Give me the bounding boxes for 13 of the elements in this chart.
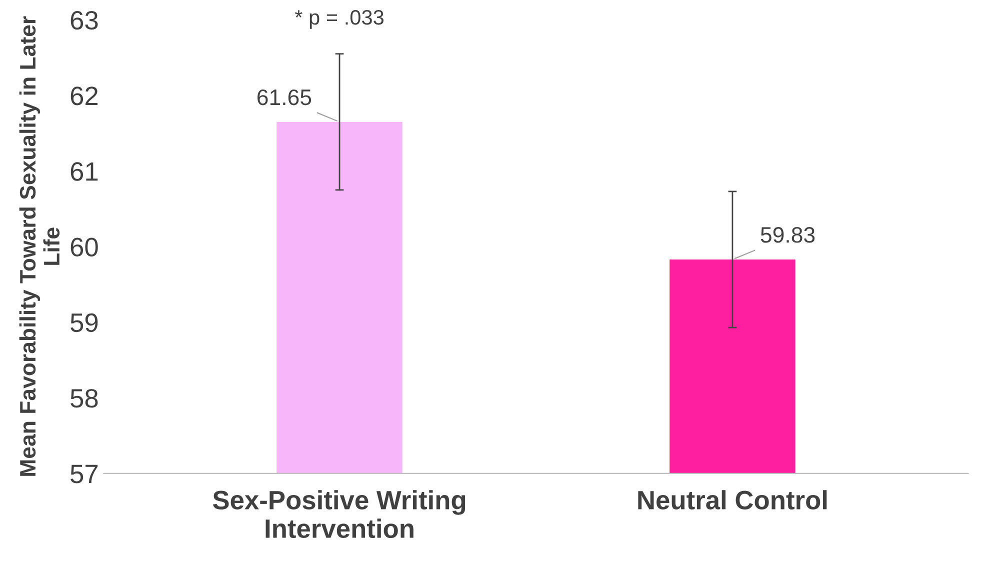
data-label: 61.65 [258, 89, 312, 106]
annotation: * p = .033 [294, 10, 384, 29]
y-tick-label: 59 [70, 313, 98, 332]
y-tick-label: 62 [70, 86, 98, 106]
x-tick-label: Sex-Positive Writing Intervention [212, 490, 466, 538]
y-tick-label: 61 [70, 162, 98, 181]
y-tick-label: 63 [70, 10, 98, 30]
y-tick-label: 58 [70, 388, 98, 408]
x-tick-label: Neutral Control [638, 490, 827, 510]
y-tick-label: 60 [70, 238, 98, 256]
y-axis-title: Mean Favorability Toward Sexuality in Later Life [19, 16, 60, 476]
y-tick-label: 57 [70, 464, 98, 484]
data-label: 59.83 [760, 227, 815, 243]
